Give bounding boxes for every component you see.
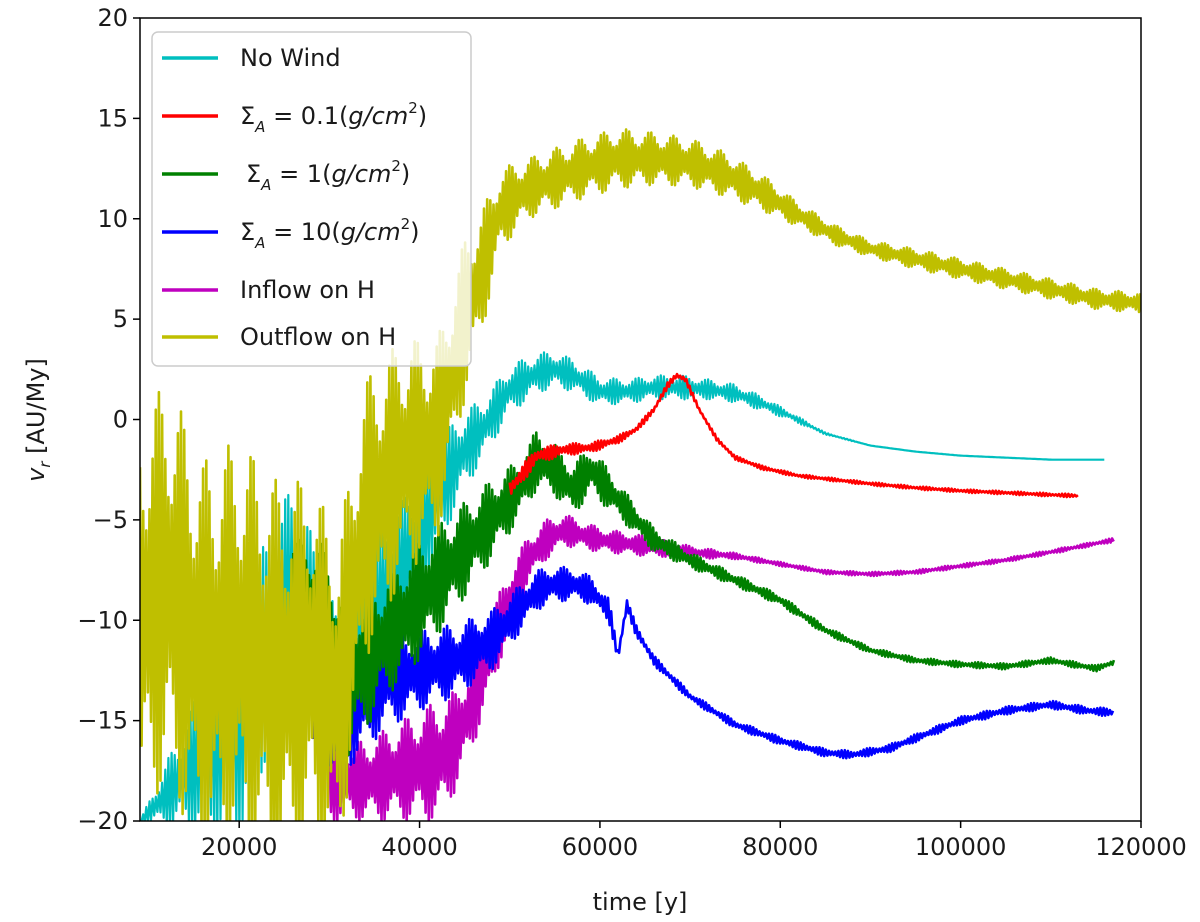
y-tick-label: 0 xyxy=(113,406,128,434)
legend-label: ΣA = 0.1(g/cm2) xyxy=(240,99,427,136)
x-axis-label: time [y] xyxy=(593,888,688,916)
series-line xyxy=(140,128,1141,821)
legend-label: Outflow on H xyxy=(240,323,396,351)
y-tick-label: −20 xyxy=(77,807,128,835)
legend: No Wind ΣA = 0.1(g/cm2) ΣA = 1(g/cm2) ΣA = … xyxy=(151,31,472,367)
legend-box xyxy=(151,31,472,367)
y-tick-label: 15 xyxy=(97,104,128,132)
y-tick-label: −10 xyxy=(77,606,128,634)
legend-label: ΣA = 1(g/cm2) xyxy=(246,157,410,194)
y-tick-label: −5 xyxy=(93,506,128,534)
y-tick-label: 5 xyxy=(113,305,128,333)
y-axis-label: vr [AU/My] xyxy=(22,358,54,482)
y-axis: −20 −15 −10 −5 0 5 10 15 20 xyxy=(77,4,140,835)
x-tick-label: 100000 xyxy=(915,833,1007,861)
x-tick-label: 60000 xyxy=(562,833,638,861)
x-tick-label: 120000 xyxy=(1095,833,1187,861)
x-tick-label: 20000 xyxy=(201,833,277,861)
x-tick-label: 80000 xyxy=(742,833,818,861)
series-line xyxy=(292,431,1116,757)
series-layer xyxy=(140,128,1141,821)
y-tick-label: −15 xyxy=(77,707,128,735)
series-line xyxy=(508,372,1079,499)
y-tick-label: 20 xyxy=(97,4,128,32)
x-axis: 20000 40000 60000 80000 100000 120000 xyxy=(201,821,1187,861)
series-line xyxy=(328,514,1115,821)
x-tick-label: 40000 xyxy=(381,833,457,861)
legend-label: ΣA = 10(g/cm2) xyxy=(240,215,420,252)
legend-label: No Wind xyxy=(240,44,341,72)
y-tick-label: 10 xyxy=(97,205,128,233)
series-line xyxy=(310,565,1115,767)
legend-label: Inflow on H xyxy=(240,276,375,304)
